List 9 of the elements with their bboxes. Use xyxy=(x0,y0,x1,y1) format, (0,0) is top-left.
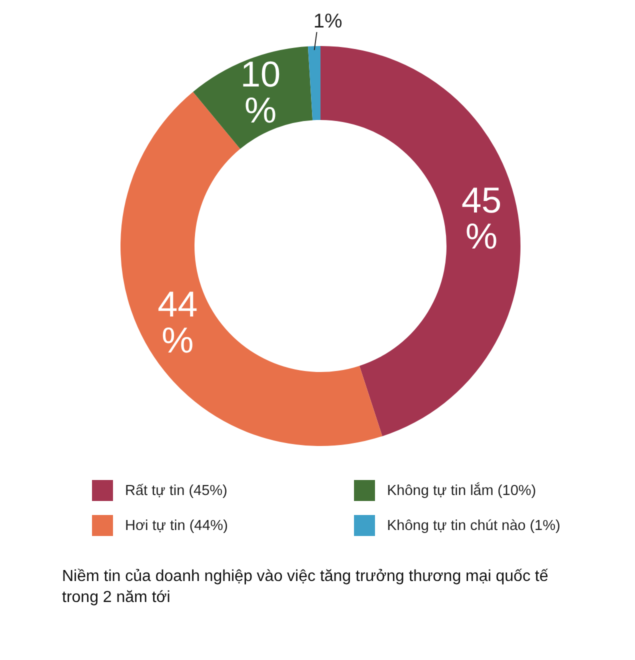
legend-label: Không tự tin lắm (10%) xyxy=(387,482,536,498)
legend-label: Rất tự tin (45%) xyxy=(125,482,228,498)
text: Niềm tin của doanh nghiệp vào việc tăng trưởng thương mại quốc tế trong 2 năm tới xyxy=(62,567,550,608)
legend-label: Không tự tin chút nào (1%) xyxy=(387,518,560,534)
legend-label: Hơi tự tin (44%) xyxy=(125,518,228,534)
data-label: 45% xyxy=(461,179,502,256)
data-label: 1% xyxy=(313,10,342,33)
data-label: 44% xyxy=(158,283,198,360)
data-label: 10% xyxy=(240,53,281,130)
